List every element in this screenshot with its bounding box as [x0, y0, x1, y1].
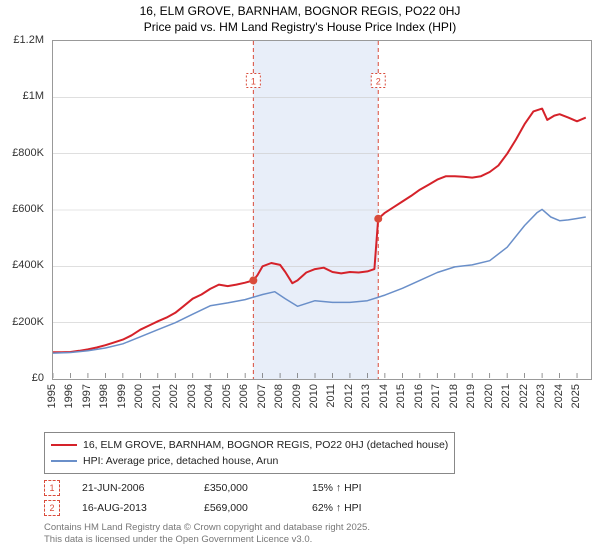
- x-axis-label: 1997: [81, 384, 93, 408]
- marker-delta: 15% ↑ HPI: [312, 482, 362, 494]
- attribution-footer: Contains HM Land Registry data © Crown c…: [44, 522, 370, 547]
- y-axis-label: £600K: [0, 203, 44, 215]
- y-axis-label: £200K: [0, 316, 44, 328]
- x-axis-label: 2023: [535, 384, 547, 408]
- marker-date: 21-JUN-2006: [82, 482, 182, 494]
- x-axis-label: 2014: [378, 384, 390, 408]
- x-axis-label: 2019: [465, 384, 477, 408]
- sale-marker-point: [249, 276, 257, 284]
- marker-date: 16-AUG-2013: [82, 502, 182, 514]
- footer-line-2: This data is licensed under the Open Gov…: [44, 534, 370, 546]
- y-axis-label: £800K: [0, 147, 44, 159]
- sale-marker-point: [374, 215, 382, 223]
- x-axis-label: 1995: [46, 384, 58, 408]
- x-axis-label: 2017: [430, 384, 442, 408]
- x-axis-label: 2020: [483, 384, 495, 408]
- x-axis-label: 2006: [238, 384, 250, 408]
- marker-id-box: 2: [44, 500, 60, 516]
- x-axis-label: 2012: [343, 384, 355, 408]
- marker-box-2: 2: [371, 74, 385, 88]
- x-axis-label: 2002: [168, 384, 180, 408]
- y-axis-label: £1M: [0, 90, 44, 102]
- chart-subtitle: Price paid vs. HM Land Registry's House …: [0, 20, 600, 34]
- legend-swatch: [51, 460, 77, 462]
- legend-label: 16, ELM GROVE, BARNHAM, BOGNOR REGIS, PO…: [83, 437, 448, 453]
- x-axis-label: 2021: [500, 384, 512, 408]
- x-axis-label: 2005: [221, 384, 233, 408]
- x-axis-label: 1999: [116, 384, 128, 408]
- chart-title: 16, ELM GROVE, BARNHAM, BOGNOR REGIS, PO…: [0, 4, 600, 18]
- x-axis-label: 1998: [98, 384, 110, 408]
- marker-row: 2 16-AUG-2013 £569,000 62% ↑ HPI: [44, 498, 362, 518]
- x-axis-label: 2013: [360, 384, 372, 408]
- chart-area: £0£200K£400K£600K£800K£1M£1.2M 12 199519…: [6, 40, 594, 420]
- x-axis-label: 2011: [325, 384, 337, 408]
- x-axis-label: 2004: [203, 384, 215, 408]
- x-axis-label: 1996: [63, 384, 75, 408]
- x-axis-label: 2008: [273, 384, 285, 408]
- x-axis-label: 2018: [448, 384, 460, 408]
- y-axis-label: £400K: [0, 259, 44, 271]
- marker-table: 1 21-JUN-2006 £350,000 15% ↑ HPI 2 16-AUG-201…: [44, 478, 362, 518]
- svg-text:1: 1: [251, 77, 256, 87]
- x-axis-label: 2001: [151, 384, 163, 408]
- x-axis-label: 2009: [291, 384, 303, 408]
- x-axis-label: 2010: [308, 384, 320, 408]
- legend-label: HPI: Average price, detached house, Arun: [83, 453, 278, 469]
- x-axis-label: 2000: [133, 384, 145, 408]
- marker-row: 1 21-JUN-2006 £350,000 15% ↑ HPI: [44, 478, 362, 498]
- plot-region: 12: [52, 40, 592, 380]
- x-axis-label: 2022: [518, 384, 530, 408]
- x-axis-label: 2015: [395, 384, 407, 408]
- legend-item: HPI: Average price, detached house, Arun: [51, 453, 448, 469]
- legend-swatch: [51, 444, 77, 446]
- y-axis-label: £1.2M: [0, 34, 44, 46]
- x-axis-label: 2016: [413, 384, 425, 408]
- marker-price: £350,000: [204, 482, 290, 494]
- x-axis-label: 2024: [553, 384, 565, 408]
- marker-id-box: 1: [44, 480, 60, 496]
- x-axis-label: 2003: [186, 384, 198, 408]
- legend-item: 16, ELM GROVE, BARNHAM, BOGNOR REGIS, PO…: [51, 437, 448, 453]
- marker-delta: 62% ↑ HPI: [312, 502, 362, 514]
- x-axis-label: 2025: [570, 384, 582, 408]
- footer-line-1: Contains HM Land Registry data © Crown c…: [44, 522, 370, 534]
- svg-text:2: 2: [376, 77, 381, 87]
- marker-box-1: 1: [246, 74, 260, 88]
- y-axis-label: £0: [0, 372, 44, 384]
- marker-price: £569,000: [204, 502, 290, 514]
- x-axis-label: 2007: [256, 384, 268, 408]
- legend: 16, ELM GROVE, BARNHAM, BOGNOR REGIS, PO…: [44, 432, 455, 474]
